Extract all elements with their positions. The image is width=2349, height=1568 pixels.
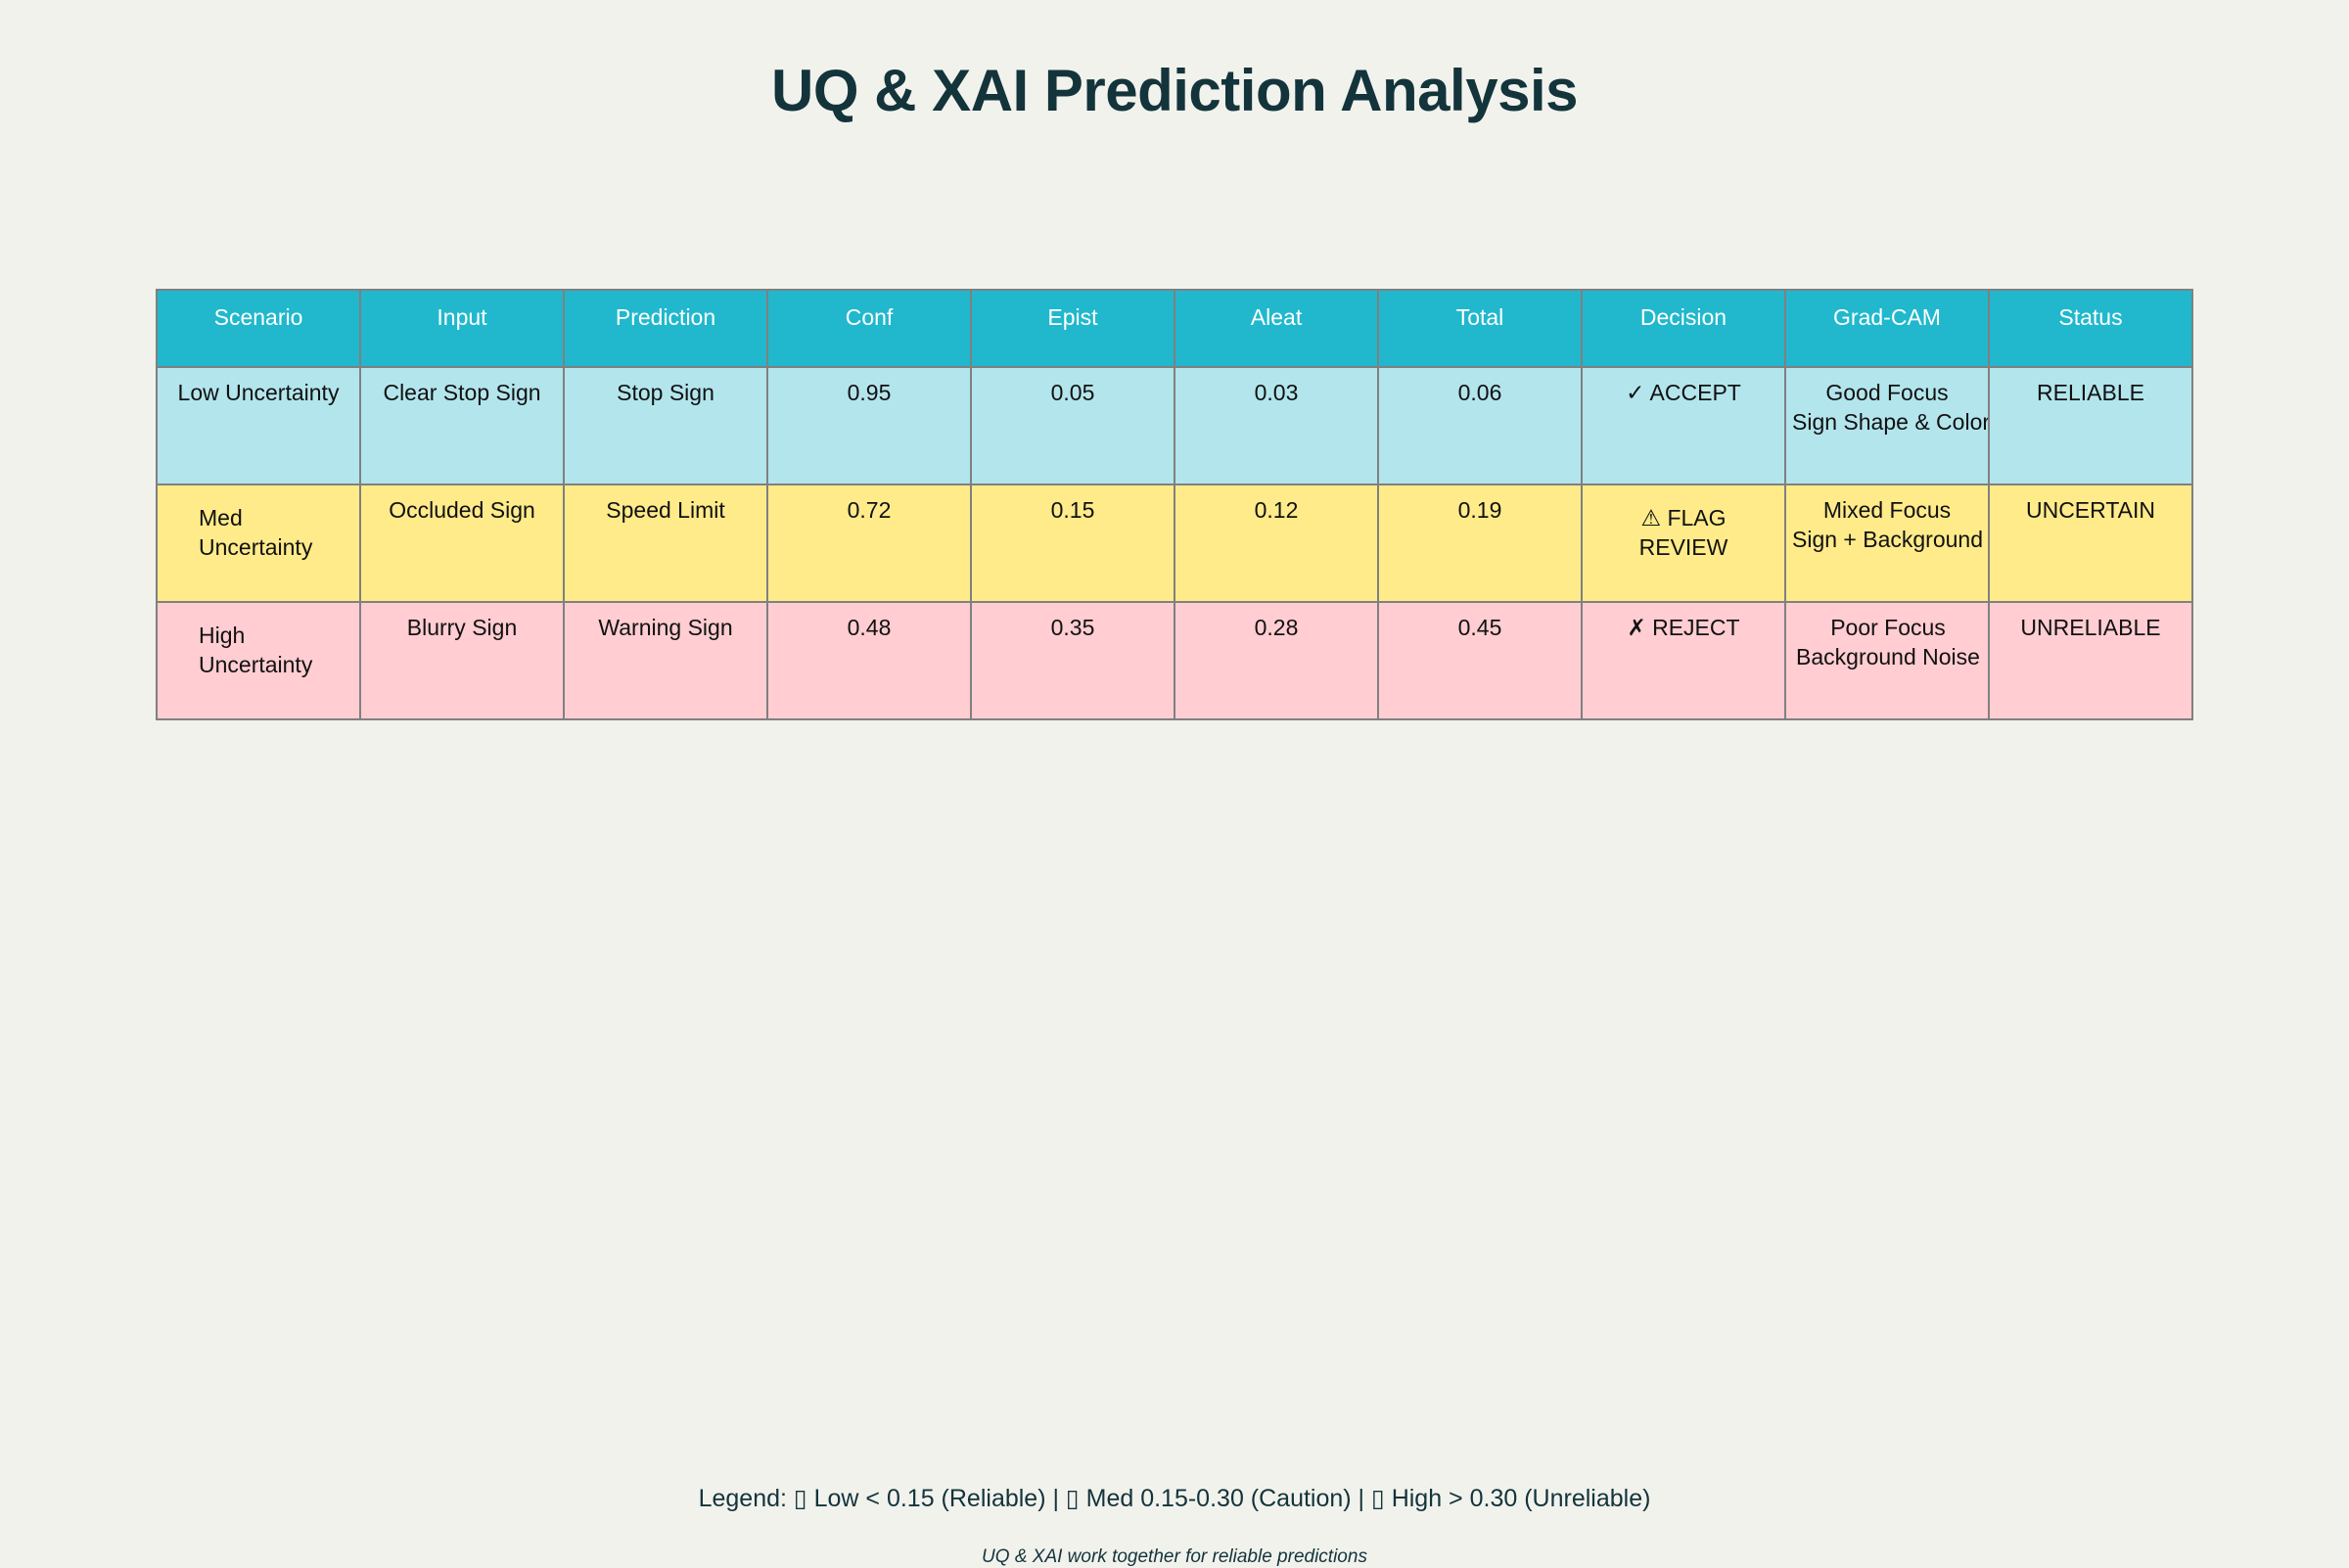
column-header-status: Status: [1988, 289, 2193, 368]
gradcam-focus-label: Good Focus: [1825, 380, 1949, 405]
decision-cell: ⚠ FLAG REVIEW: [1581, 484, 1786, 603]
table-row-low-uncertainty: Low Uncertainty Clear Stop Sign Stop Sig…: [156, 366, 2193, 485]
total-cell: 0.06: [1377, 366, 1583, 485]
conf-cell: 0.72: [766, 484, 972, 603]
input-cell: Clear Stop Sign: [359, 366, 565, 485]
status-cell: UNRELIABLE: [1988, 601, 2193, 720]
table-header-row: Scenario Input Prediction Conf Epist Ale…: [156, 289, 2193, 368]
prediction-cell: Warning Sign: [563, 601, 768, 720]
conf-cell: 0.48: [766, 601, 972, 720]
analysis-table: Scenario Input Prediction Conf Epist Ale…: [156, 289, 2193, 720]
prediction-cell: Speed Limit: [563, 484, 768, 603]
gradcam-cell: Mixed Focus Sign + Background: [1784, 484, 1990, 603]
epist-cell: 0.35: [970, 601, 1175, 720]
aleat-cell: 0.12: [1174, 484, 1379, 603]
total-cell: 0.45: [1377, 601, 1583, 720]
column-header-input: Input: [359, 289, 565, 368]
table-row-high-uncertainty: High Uncertainty Blurry Sign Warning Sig…: [156, 601, 2193, 720]
page-title: UQ & XAI Prediction Analysis: [771, 58, 1578, 123]
gradcam-focus-label: Mixed Focus: [1822, 497, 1952, 523]
epist-cell: 0.15: [970, 484, 1175, 603]
aleat-cell: 0.28: [1174, 601, 1379, 720]
total-cell: 0.19: [1377, 484, 1583, 603]
prediction-cell: Stop Sign: [563, 366, 768, 485]
column-header-prediction: Prediction: [563, 289, 768, 368]
column-header-decision: Decision: [1581, 289, 1786, 368]
gradcam-focus-label: Poor Focus: [1830, 615, 1946, 640]
column-header-gradcam: Grad-CAM: [1784, 289, 1990, 368]
gradcam-region-label: Sign + Background: [1792, 527, 1983, 552]
input-cell: Occluded Sign: [359, 484, 565, 603]
column-header-epist: Epist: [970, 289, 1175, 368]
analysis-table-container: Scenario Input Prediction Conf Epist Ale…: [156, 289, 2193, 720]
column-header-scenario: Scenario: [156, 289, 361, 368]
gradcam-cell: Good Focus Sign Shape & Color: [1784, 366, 1990, 485]
column-header-conf: Conf: [766, 289, 972, 368]
decision-cell: ✗ REJECT: [1581, 601, 1786, 720]
column-header-aleat: Aleat: [1174, 289, 1379, 368]
footnote: UQ & XAI work together for reliable pred…: [982, 1546, 1367, 1567]
column-header-total: Total: [1377, 289, 1583, 368]
aleat-cell: 0.03: [1174, 366, 1379, 485]
gradcam-region-label: Background Noise: [1796, 644, 1980, 669]
legend: Legend: ▯ Low < 0.15 (Reliable) | ▯ Med …: [698, 1485, 1651, 1512]
gradcam-cell: Poor Focus Background Noise: [1784, 601, 1990, 720]
scenario-cell: Med Uncertainty: [156, 484, 361, 603]
conf-cell: 0.95: [766, 366, 972, 485]
status-cell: RELIABLE: [1988, 366, 2193, 485]
table-row-med-uncertainty: Med Uncertainty Occluded Sign Speed Limi…: [156, 484, 2193, 603]
decision-cell: ✓ ACCEPT: [1581, 366, 1786, 485]
scenario-cell: High Uncertainty: [156, 601, 361, 720]
scenario-cell: Low Uncertainty: [156, 366, 361, 485]
status-cell: UNCERTAIN: [1988, 484, 2193, 603]
input-cell: Blurry Sign: [359, 601, 565, 720]
epist-cell: 0.05: [970, 366, 1175, 485]
gradcam-region-label: Sign Shape & Color: [1792, 409, 1989, 435]
